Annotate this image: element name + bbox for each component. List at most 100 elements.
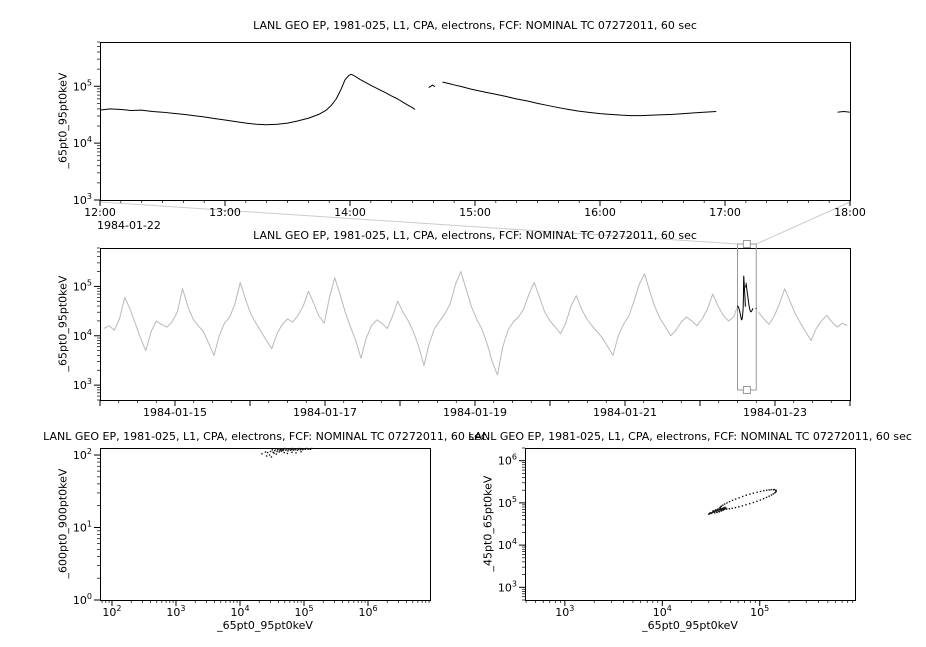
scatter-point (274, 449, 276, 452)
scatter-point (713, 510, 716, 512)
x-tick-label: 17:00 (709, 206, 741, 219)
scatter-point (749, 493, 751, 495)
scatter-point (772, 489, 775, 491)
scatter-point (714, 510, 716, 512)
x-tick-label: 1984-01-21 (593, 406, 657, 419)
scatter-point (279, 448, 282, 450)
context-series (103, 271, 738, 376)
scatter-point (292, 449, 294, 451)
x-tick-label: 1984-01-23 (743, 406, 807, 419)
tick-label: 101 (73, 520, 92, 535)
x-tick-label: 14:00 (334, 206, 366, 219)
zoom-series (99, 73, 416, 126)
scatter_right-plot-group: 103 104 105 106 103 104 105 (498, 447, 856, 619)
scatter-point (280, 450, 282, 452)
scatter-point (272, 451, 274, 454)
scatter-point (775, 489, 777, 492)
scatter-right-ylabel: _45pt0_65pt0keV (481, 475, 495, 572)
scatter_left-frame[interactable] (100, 448, 431, 601)
scatter-point (731, 507, 733, 509)
scatter-point (723, 508, 726, 510)
scatter-point (738, 497, 740, 499)
scatter-point (284, 447, 286, 450)
x-tick-label: 16:00 (584, 206, 616, 219)
zoom-series (428, 84, 436, 88)
scatter-point (281, 449, 283, 451)
scatter-point (297, 448, 300, 450)
scatter_left-plot-group: 100 101 102 102 103 104 105 106 (73, 447, 431, 619)
scatter-point (295, 448, 298, 450)
scatter-point (286, 448, 288, 450)
tick-label: 103 (166, 604, 185, 619)
scatter-point (291, 451, 293, 454)
selection-handle-top[interactable] (742, 240, 751, 248)
scatter-point (721, 508, 723, 511)
scatter-left-ylabel: _600pt0_900pt0keV (56, 468, 70, 579)
scatter-point (722, 509, 725, 511)
scatter-point (726, 508, 728, 510)
scatter-point (717, 508, 719, 510)
scatter-point (264, 451, 267, 453)
zoom-frame[interactable] (100, 42, 851, 201)
scatter-point (752, 501, 755, 504)
x-tick-label: 18:00 (834, 206, 866, 219)
scatter-point (745, 494, 747, 496)
tick-label: 102 (73, 447, 92, 462)
scatter-point (271, 449, 274, 451)
scatter-point (731, 499, 734, 502)
selection-handle-bottom[interactable] (742, 386, 751, 394)
scatter-point (276, 450, 278, 453)
scatter-point (268, 454, 271, 456)
scatter-point (722, 508, 724, 511)
context-series (758, 288, 848, 342)
scatter-point (724, 503, 726, 505)
scatter-point (270, 456, 273, 458)
scatter-point (305, 447, 308, 450)
scatter-point (287, 450, 289, 452)
scatter-point (719, 506, 722, 508)
tick-label: 106 (498, 453, 517, 468)
scatter-point (722, 507, 724, 509)
scatter-point (275, 453, 278, 455)
scatter-point (716, 509, 719, 512)
selection-box[interactable] (737, 243, 757, 391)
scatter-left-title: LANL GEO EP, 1981-025, L1, CPA, electron… (43, 430, 487, 443)
x-tick-label: 1984-01-15 (143, 406, 207, 419)
tick-label: 105 (498, 495, 517, 510)
scatter-point (756, 500, 758, 503)
tick-label: 106 (358, 604, 377, 619)
scatter-point (749, 503, 751, 505)
zoom-plot-date-label: 1984-01-22 (97, 219, 161, 232)
scatter-point (285, 449, 287, 451)
scatter-point (710, 512, 713, 515)
tick-label: 102 (102, 604, 121, 619)
scatter-point (290, 449, 292, 452)
scatter-point (300, 451, 302, 453)
scatter-point (311, 447, 313, 450)
scatter-point (756, 491, 758, 493)
scatter-point (308, 448, 310, 450)
scatter-point (293, 448, 295, 450)
scatter-point (273, 452, 275, 454)
zoom-connector-lines (99, 201, 851, 245)
scatter-point (294, 449, 296, 451)
tick-label: 103 (73, 377, 92, 392)
scatter-point (721, 507, 724, 510)
scatter-point (759, 490, 762, 493)
scatter-point (762, 497, 765, 500)
scatter-point (734, 498, 737, 500)
scatter-point (266, 451, 269, 454)
x-tick-label: 15:00 (459, 206, 491, 219)
scatter-point (295, 452, 297, 454)
scatter-point (288, 448, 290, 451)
scatter-point (277, 449, 279, 451)
scatter_right-frame[interactable] (525, 448, 856, 601)
scatter-point (718, 511, 721, 513)
scatter-point (728, 500, 731, 503)
scatter-point (303, 448, 305, 450)
zoom-connector-left (99, 201, 738, 245)
scatter-point (720, 510, 723, 512)
tick-label: 100 (73, 592, 92, 607)
scatter-point (726, 502, 728, 504)
